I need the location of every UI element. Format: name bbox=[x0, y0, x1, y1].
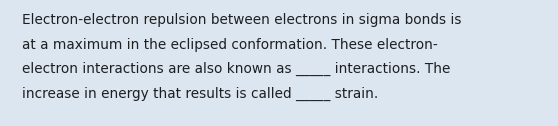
Text: increase in energy that results is called _____ strain.: increase in energy that results is calle… bbox=[22, 87, 378, 101]
Text: at a maximum in the eclipsed conformation. These electron-: at a maximum in the eclipsed conformatio… bbox=[22, 38, 437, 52]
Text: Electron-electron repulsion between electrons in sigma bonds is: Electron-electron repulsion between elec… bbox=[22, 13, 461, 27]
Text: electron interactions are also known as _____ interactions. The: electron interactions are also known as … bbox=[22, 62, 450, 76]
